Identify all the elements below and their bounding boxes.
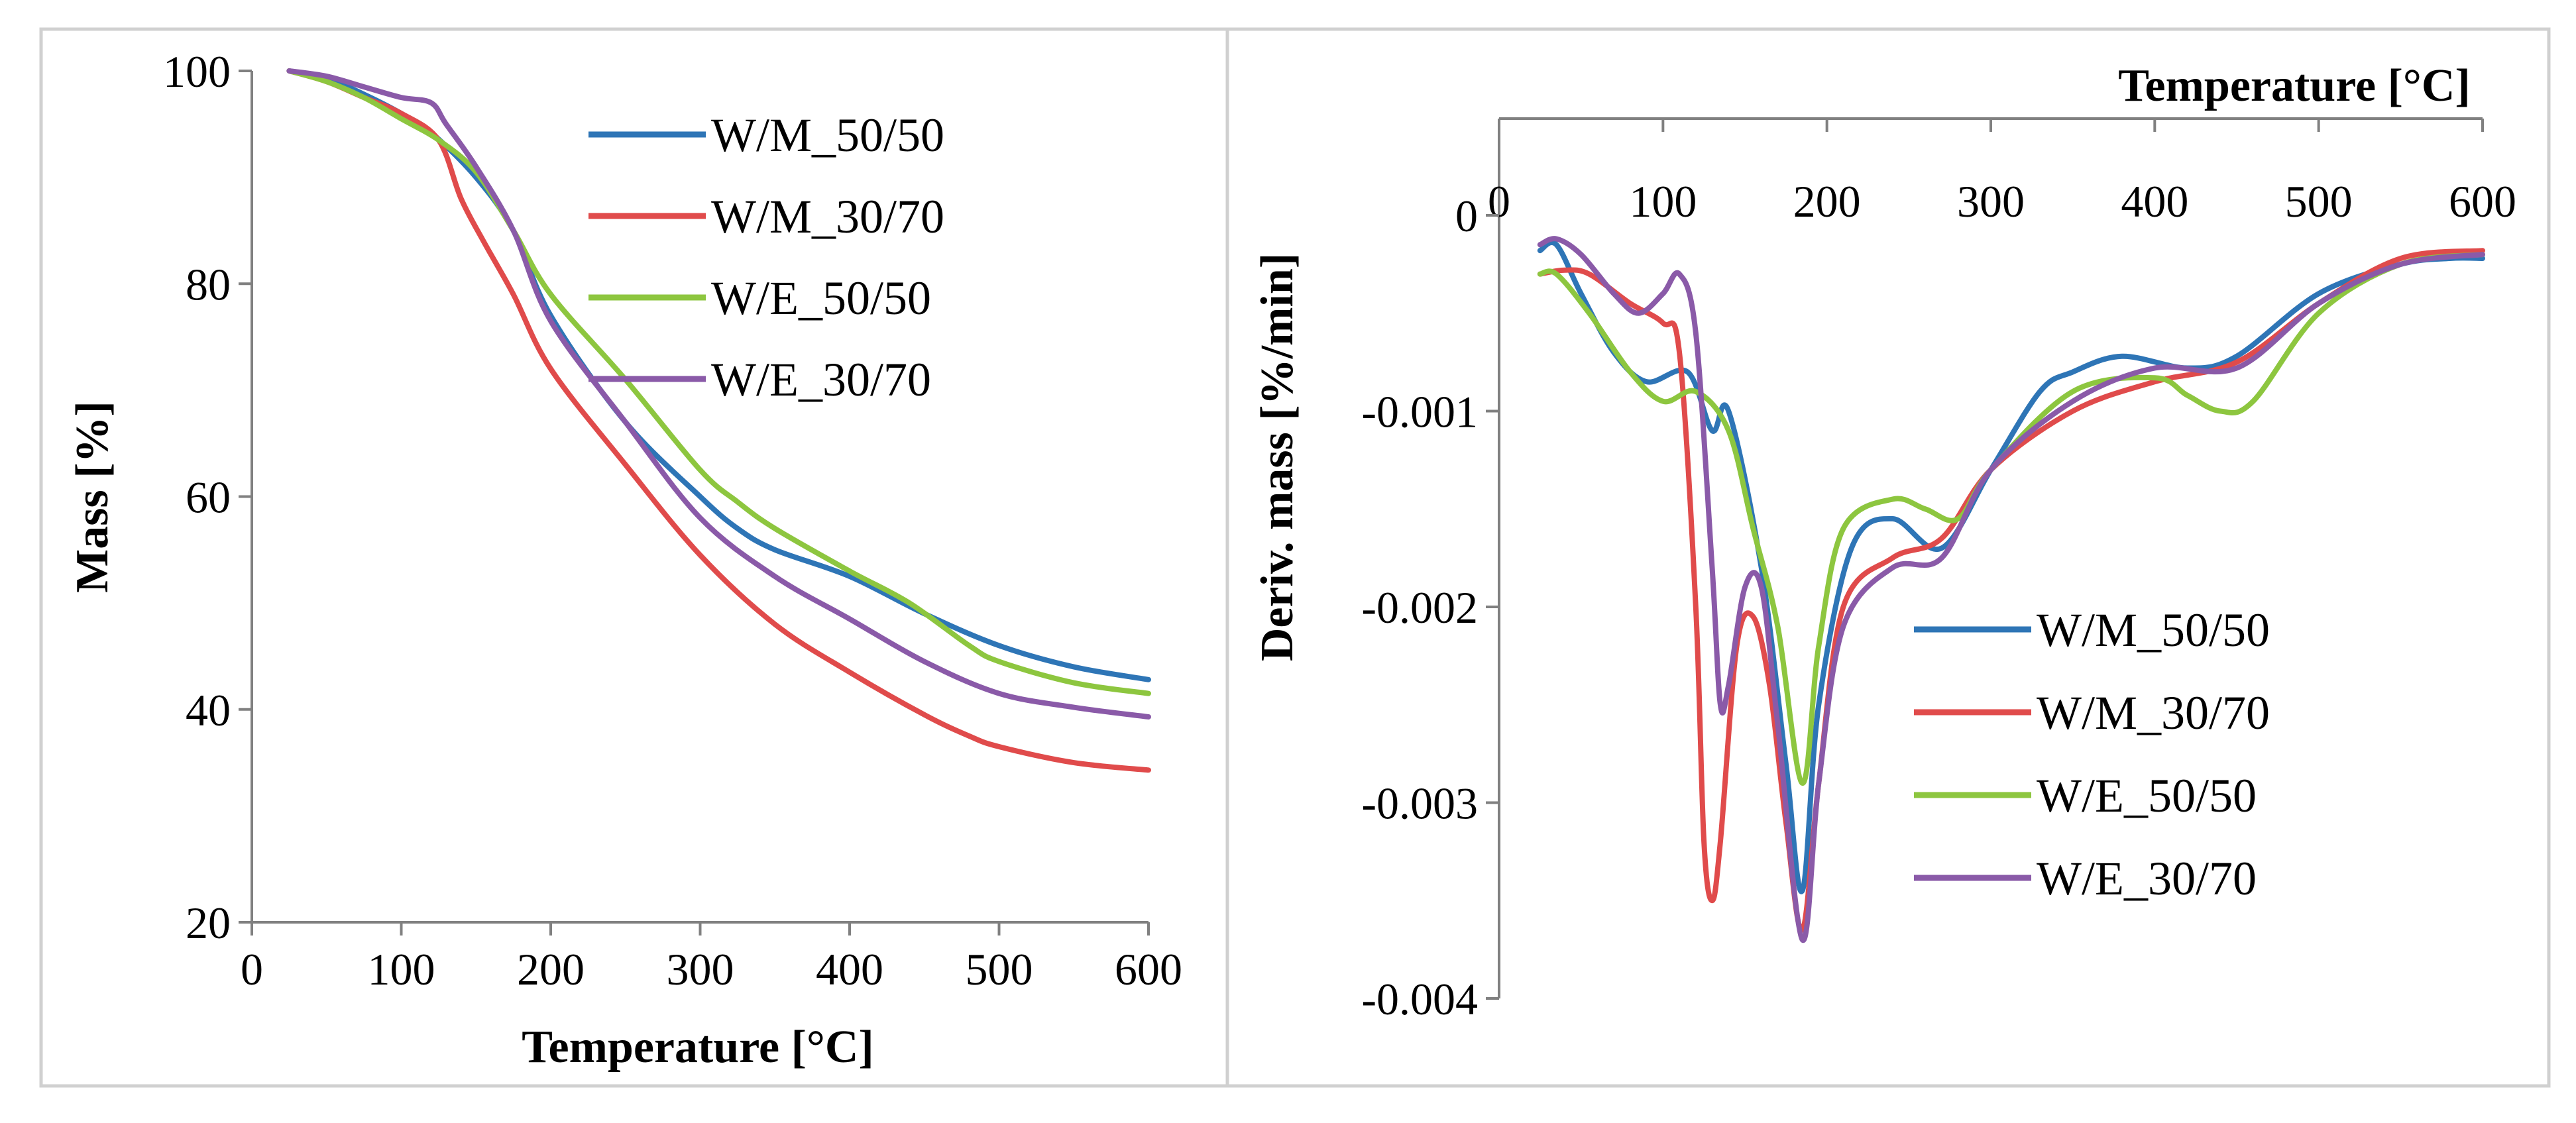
legend-label: W/E_50/50 xyxy=(2037,769,2257,822)
legend-label: W/M_50/50 xyxy=(711,109,944,162)
series-line-w-m-30-70 xyxy=(286,68,1151,773)
series-line-w-e-50-50 xyxy=(1537,252,2485,786)
y-tick-label: 40 xyxy=(186,685,231,735)
deriv-mass-chart: 0 100 200 300 400 500 600 0 -0.001 -0.002 -0.003 -0… xyxy=(1361,117,2516,1024)
left-panel-frame xyxy=(39,27,1229,1088)
series-line-w-e-50-50 xyxy=(286,68,1151,696)
mass-chart: 0 100 200 300 400 500 600 20 40 60 80 100 W/M_50/50 W… xyxy=(163,46,1182,994)
legend-label: W/E_50/50 xyxy=(711,272,931,325)
left-x-axis-title: Temperature [°C] xyxy=(522,1022,874,1073)
x-tick-label: 600 xyxy=(2449,176,2516,227)
y-tick-label: 0 xyxy=(1455,191,1478,241)
right-x-axis-title: Temperature [°C] xyxy=(2118,60,2471,111)
x-tick-label: 400 xyxy=(816,944,883,994)
series-line-w-e-30-70 xyxy=(1537,236,2485,943)
x-tick-label: 200 xyxy=(1793,176,1861,227)
x-tick-label: 200 xyxy=(517,944,585,994)
x-tick-label: 0 xyxy=(241,944,263,994)
x-tick-label: 500 xyxy=(966,944,1033,994)
y-tick-label: -0.003 xyxy=(1361,778,1478,829)
x-tick-label: 100 xyxy=(1629,176,1697,227)
legend-label: W/M_50/50 xyxy=(2037,604,2270,657)
x-tick-label: 600 xyxy=(1115,944,1182,994)
right-y-axis-title: Deriv. mass [%/min] xyxy=(1252,253,1303,661)
legend-label: W/E_30/70 xyxy=(711,353,931,406)
series-line-w-m-50-50 xyxy=(1537,239,2485,894)
legend-label: W/M_30/70 xyxy=(711,190,944,243)
legend-label: W/E_30/70 xyxy=(2037,852,2257,905)
y-tick-label: 80 xyxy=(186,259,231,309)
series-line-w-e-30-70 xyxy=(286,68,1151,720)
legend-label: W/M_30/70 xyxy=(2037,686,2270,739)
x-tick-label: 400 xyxy=(2121,176,2188,227)
x-tick-label: 100 xyxy=(368,944,435,994)
x-tick-label: 300 xyxy=(667,944,734,994)
x-tick-label: 500 xyxy=(2285,176,2353,227)
y-tick-label: 100 xyxy=(163,46,231,97)
x-tick-label: 0 xyxy=(1488,176,1510,227)
x-tick-label: 300 xyxy=(1957,176,2025,227)
y-tick-label: 60 xyxy=(186,472,231,523)
left-y-axis-title: Mass [%] xyxy=(67,401,118,593)
y-tick-label: -0.002 xyxy=(1361,582,1478,633)
right-panel-frame xyxy=(1225,27,2551,1088)
y-tick-label: -0.004 xyxy=(1361,974,1478,1024)
y-tick-label: 20 xyxy=(186,898,231,948)
y-tick-label: -0.001 xyxy=(1361,387,1478,437)
